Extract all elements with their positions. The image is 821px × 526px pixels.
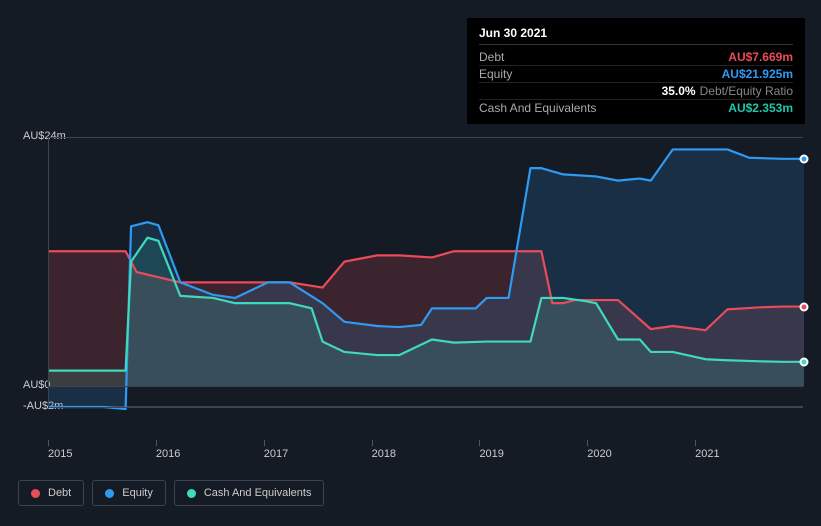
x-axis-tick: 2019 [479, 448, 587, 460]
legend: Debt Equity Cash And Equivalents [18, 480, 324, 506]
tooltip-row-sub: Debt/Equity Ratio [700, 84, 793, 98]
tooltip-date: Jun 30 2021 [479, 26, 793, 45]
legend-dot-icon [31, 489, 40, 498]
legend-dot-icon [187, 489, 196, 498]
chart-area[interactable] [18, 120, 803, 440]
x-axis-tick: 2016 [156, 448, 264, 460]
series-marker-debt [800, 302, 809, 311]
x-axis-tick: 2015 [48, 448, 156, 460]
legend-item-debt[interactable]: Debt [18, 480, 84, 506]
gridline [49, 386, 803, 387]
tooltip-row-value: 35.0%Debt/Equity Ratio [662, 84, 793, 98]
tooltip-row-label: Debt [479, 50, 504, 64]
x-axis-tick: 2021 [695, 448, 803, 460]
tooltip-row-value: AU$2.353m [728, 101, 793, 115]
legend-label: Equity [122, 487, 153, 499]
gridline [49, 407, 803, 408]
tooltip-row: Equity AU$21.925m [479, 65, 793, 82]
x-axis-tick: 2020 [587, 448, 695, 460]
legend-item-equity[interactable]: Equity [92, 480, 166, 506]
tooltip-row-value: AU$7.669m [728, 50, 793, 64]
legend-dot-icon [105, 489, 114, 498]
tooltip-row: 35.0%Debt/Equity Ratio [479, 82, 793, 99]
tooltip-row: Debt AU$7.669m [479, 49, 793, 65]
tooltip-row-label: Cash And Equivalents [479, 101, 596, 115]
tooltip-row-label: Equity [479, 67, 512, 81]
chart-svg [49, 137, 804, 407]
legend-item-cash-and-equivalents[interactable]: Cash And Equivalents [174, 480, 325, 506]
x-axis: 2015201620172018201920202021 [48, 448, 803, 460]
tooltip-row-value: AU$21.925m [722, 67, 793, 81]
series-marker-equity [800, 154, 809, 163]
legend-label: Cash And Equivalents [204, 487, 312, 499]
gridline [49, 137, 803, 138]
series-marker-cash-and-equivalents [800, 357, 809, 366]
x-axis-tick: 2017 [264, 448, 372, 460]
chart-tooltip: Jun 30 2021 Debt AU$7.669m Equity AU$21.925… [467, 18, 805, 124]
x-axis-tick: 2018 [372, 448, 480, 460]
tooltip-row: Cash And Equivalents AU$2.353m [479, 99, 793, 116]
legend-label: Debt [48, 487, 71, 499]
chart-plot [48, 137, 803, 407]
